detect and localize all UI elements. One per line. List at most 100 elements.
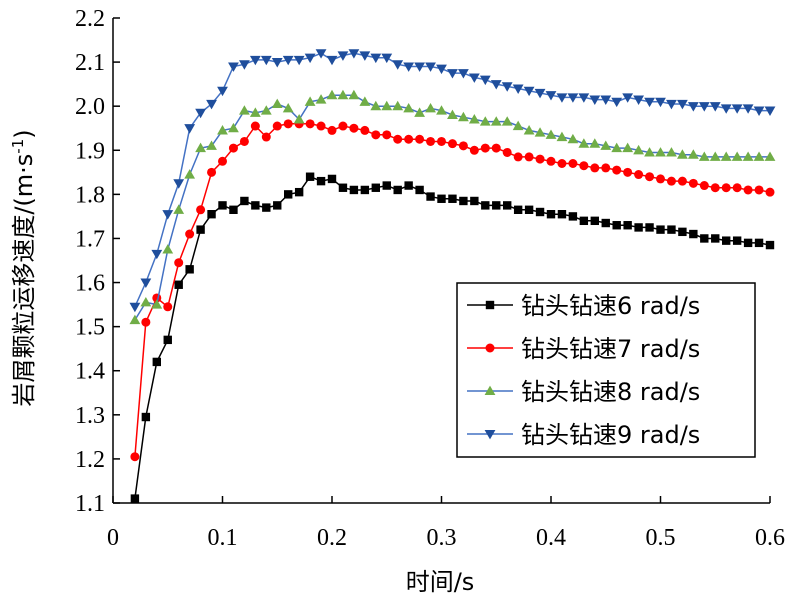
data-point (228, 62, 239, 72)
data-point (316, 176, 326, 186)
data-point (315, 94, 327, 104)
legend-box (456, 282, 756, 458)
data-point (579, 161, 589, 171)
data-point (414, 62, 425, 72)
data-point (382, 130, 392, 140)
data-point (698, 102, 710, 112)
x-tick-label: 0.3 (427, 525, 457, 551)
data-point (742, 104, 754, 114)
data-point (491, 143, 501, 153)
data-point (173, 204, 185, 214)
data-point (140, 278, 152, 288)
data-point (612, 165, 622, 175)
y-tick-label: 1.5 (75, 315, 105, 341)
x-tick-label: 0.4 (536, 525, 566, 551)
data-point (260, 105, 272, 115)
data-point (382, 181, 391, 190)
y-tick-label: 1.9 (75, 138, 105, 164)
data-point (282, 102, 294, 113)
data-point (196, 225, 205, 234)
data-point (239, 105, 250, 115)
data-point (742, 151, 754, 161)
data-point (196, 205, 206, 215)
data-point (698, 151, 710, 161)
data-point (184, 124, 196, 134)
data-point (557, 159, 567, 168)
x-tick-label: 0.2 (317, 525, 347, 551)
data-point (239, 136, 249, 146)
data-point (655, 97, 666, 108)
data-point (447, 69, 458, 79)
data-point (468, 114, 480, 124)
data-point (151, 249, 163, 260)
data-point (141, 317, 151, 327)
y-tick-label: 1.2 (75, 447, 105, 473)
data-point (534, 127, 546, 137)
data-point (294, 187, 304, 197)
data-point (381, 53, 393, 64)
legend-label: 钻头钻速7 rad/s (521, 335, 700, 363)
data-point (326, 55, 338, 66)
data-point (501, 116, 513, 126)
data-point (151, 299, 163, 309)
data-point (152, 357, 161, 367)
data-point (720, 151, 732, 161)
data-point (371, 183, 380, 192)
data-point (130, 494, 140, 503)
data-point (556, 93, 568, 103)
data-point (207, 210, 216, 219)
data-point (753, 106, 765, 116)
x-tick-label: 0.6 (755, 525, 785, 551)
data-point (687, 149, 699, 159)
data-point (381, 100, 393, 111)
data-point (644, 97, 655, 108)
data-point (458, 141, 468, 151)
data-point (677, 176, 687, 186)
legend-marker (484, 429, 496, 440)
data-point (557, 210, 567, 219)
y-axis-title-close: ) (10, 129, 38, 138)
data-point (271, 98, 283, 109)
data-point (709, 151, 721, 161)
data-point (349, 185, 359, 195)
data-point (359, 51, 371, 61)
data-point (228, 122, 239, 133)
data-point (229, 205, 238, 214)
data-point (404, 134, 414, 144)
data-point (710, 183, 720, 193)
data-point (612, 221, 621, 230)
data-point (218, 201, 227, 210)
data-point (601, 163, 611, 173)
data-point (437, 194, 446, 203)
data-point (722, 236, 731, 245)
data-point (305, 172, 315, 181)
data-point (415, 134, 425, 144)
data-point (348, 49, 360, 59)
x-tick-label: 0 (107, 525, 119, 551)
data-point (720, 104, 732, 114)
data-point (754, 238, 764, 248)
data-point (513, 205, 523, 214)
data-point (633, 144, 644, 155)
data-point (359, 96, 371, 106)
data-point (579, 216, 589, 226)
data-point (699, 181, 709, 191)
data-point (677, 99, 688, 110)
data-point (524, 152, 534, 162)
data-point (645, 172, 655, 182)
data-point (479, 75, 491, 86)
data-point (590, 163, 600, 173)
y-tick-label: 1.3 (75, 403, 105, 429)
data-point (534, 88, 546, 99)
data-point (480, 143, 490, 153)
data-point (162, 244, 174, 254)
data-point (765, 187, 775, 197)
data-point (392, 60, 404, 70)
data-point (195, 142, 206, 153)
data-point (337, 51, 349, 61)
data-point (732, 183, 742, 193)
y-tick-label: 2.0 (75, 94, 105, 120)
legend-label: 钻头钻速9 rad/s (521, 421, 700, 449)
data-point (667, 225, 676, 234)
data-point (360, 125, 370, 135)
